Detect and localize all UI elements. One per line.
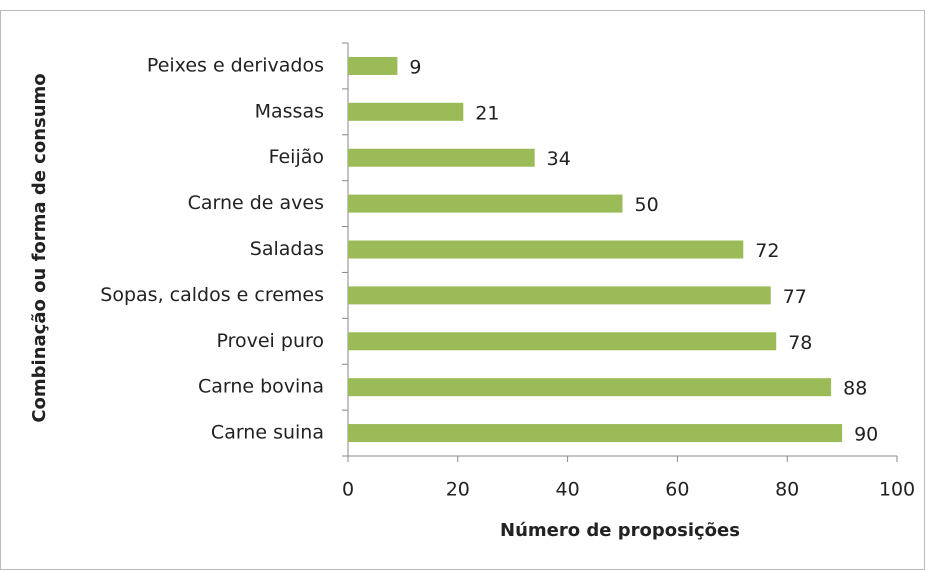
data-label: 88 — [843, 378, 867, 400]
data-label: 21 — [475, 102, 499, 124]
frame — [0, 10, 925, 570]
x-tick-label: 20 — [446, 479, 470, 501]
bar — [348, 102, 464, 121]
x-axis-label: Número de proposições — [500, 520, 740, 541]
y-axis-label: Combinação ou forma de consumo — [29, 73, 50, 422]
x-tick-label: 40 — [556, 479, 580, 501]
bar — [348, 240, 744, 259]
y-tick-label: Sopas, caldos e cremes — [100, 284, 324, 306]
bar — [348, 148, 535, 167]
data-label: 78 — [788, 332, 812, 354]
bar — [348, 194, 623, 213]
x-tick-label: 80 — [775, 479, 799, 501]
bar — [348, 378, 832, 397]
x-tick-label: 60 — [665, 479, 689, 501]
x-tick-label: 0 — [342, 479, 354, 501]
y-tick-label: Peixes e derivados — [147, 54, 324, 76]
y-tick-label: Provei puro — [216, 330, 324, 352]
bar — [348, 286, 771, 305]
y-tick-label: Feijão — [269, 146, 324, 168]
bar — [348, 56, 398, 75]
data-label: 77 — [783, 286, 807, 308]
data-label: 50 — [635, 194, 659, 216]
bar — [348, 332, 777, 351]
data-label: 9 — [409, 56, 421, 78]
data-label: 72 — [755, 240, 779, 262]
y-tick-label: Saladas — [250, 238, 324, 260]
y-tick-label: Carne suina — [211, 422, 324, 444]
y-tick-label: Massas — [255, 100, 324, 122]
data-label: 34 — [547, 148, 571, 170]
y-tick-label: Carne bovina — [198, 376, 324, 398]
data-label: 90 — [854, 424, 878, 446]
bar — [348, 424, 843, 443]
x-tick-label: 100 — [879, 479, 915, 501]
y-tick-label: Carne de aves — [188, 192, 324, 214]
